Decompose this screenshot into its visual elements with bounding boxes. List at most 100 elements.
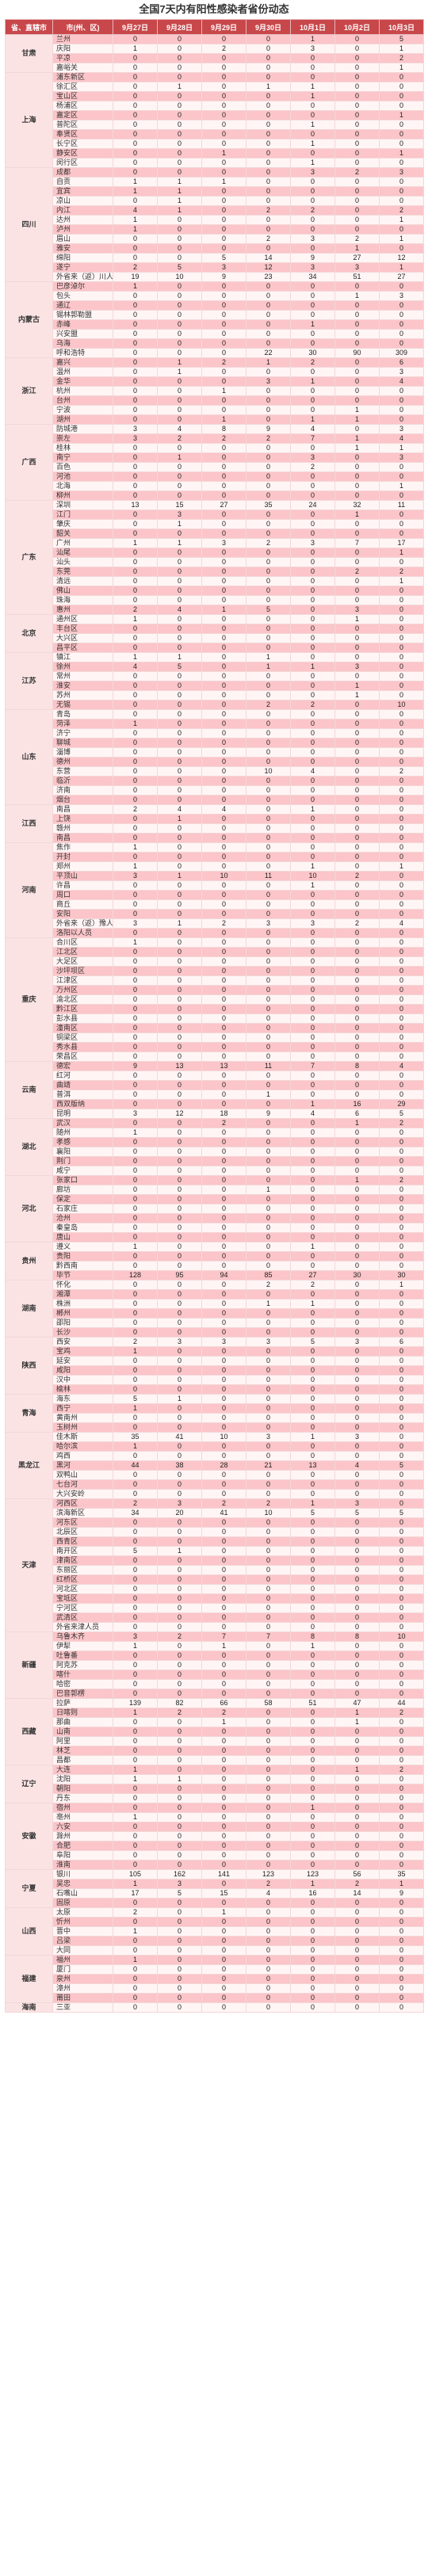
count-cell: 2 [157, 1631, 202, 1642]
count-cell: 0 [379, 1013, 424, 1024]
count-cell: 0 [157, 338, 202, 349]
count-cell: 0 [157, 614, 202, 624]
table-row: 湘潭 0 0 0 0 0 0 0 [6, 1289, 424, 1299]
count-cell: 0 [334, 63, 380, 73]
count-cell: 0 [201, 1584, 246, 1594]
count-cell: 0 [201, 1793, 246, 1803]
count-cell: 4 [379, 433, 424, 444]
city-cell: 淄博 [52, 747, 113, 758]
count-cell: 19 [113, 272, 158, 282]
count-cell: 0 [379, 956, 424, 967]
city-cell: 双鸭山 [52, 1470, 113, 1480]
count-cell: 0 [113, 1831, 158, 1841]
table-row: 泸州 1 0 0 0 0 0 0 [6, 224, 424, 235]
table-row: 安阳 0 0 0 0 0 0 0 [6, 909, 424, 919]
count-cell: 0 [379, 890, 424, 900]
count-cell: 0 [201, 1727, 246, 1737]
count-cell: 1 [157, 205, 202, 216]
table-row: 河北区 0 0 0 0 0 0 0 [6, 1584, 424, 1594]
city-cell: 西双版纳 [52, 1099, 113, 1109]
count-cell: 0 [201, 1555, 246, 1566]
city-cell: 济南 [52, 785, 113, 796]
count-cell: 0 [157, 766, 202, 777]
count-cell: 0 [290, 947, 335, 957]
count-cell: 1 [379, 63, 424, 73]
count-cell: 0 [379, 1479, 424, 1490]
count-cell: 0 [246, 91, 291, 101]
count-cell: 7 [334, 538, 380, 548]
count-cell: 0 [113, 291, 158, 301]
count-cell: 0 [246, 1346, 291, 1357]
count-cell: 0 [113, 139, 158, 149]
count-cell: 0 [246, 519, 291, 529]
count-cell: 35 [379, 1869, 424, 1880]
count-cell: 0 [290, 490, 335, 501]
city-cell: 武汉 [52, 1118, 113, 1128]
count-cell: 0 [113, 1090, 158, 1100]
count-cell: 10 [379, 700, 424, 710]
count-cell: 0 [290, 481, 335, 491]
province-cell: 新疆 [5, 1631, 53, 1699]
count-cell: 0 [379, 129, 424, 139]
count-cell: 0 [157, 414, 202, 425]
count-cell: 0 [201, 1128, 246, 1138]
count-cell: 0 [246, 842, 291, 853]
count-cell: 0 [290, 1993, 335, 2003]
count-cell: 0 [379, 1004, 424, 1014]
count-cell: 0 [334, 53, 380, 63]
count-cell: 0 [201, 1679, 246, 1689]
count-cell: 0 [246, 120, 291, 130]
count-cell: 4 [290, 766, 335, 777]
count-cell: 0 [201, 586, 246, 596]
count-cell: 0 [379, 1660, 424, 1670]
count-cell: 0 [290, 823, 335, 834]
count-cell: 23 [246, 272, 291, 282]
count-cell: 0 [290, 1147, 335, 1157]
count-cell: 0 [113, 595, 158, 605]
city-cell: 嘉兴 [52, 357, 113, 368]
count-cell: 0 [113, 300, 158, 311]
table-row: 辽宁 大连 1 0 0 0 0 1 2 [5, 1765, 424, 1803]
count-cell: 0 [334, 1736, 380, 1746]
count-cell: 0 [290, 1318, 335, 1328]
count-cell: 0 [334, 1441, 380, 1452]
count-cell: 15 [157, 500, 202, 510]
count-cell: 0 [334, 1670, 380, 1680]
count-cell: 1 [113, 842, 158, 853]
count-cell: 0 [201, 91, 246, 101]
count-cell: 0 [379, 1831, 424, 1841]
count-cell: 0 [379, 1156, 424, 1166]
count-cell: 0 [290, 1917, 335, 1927]
count-cell: 0 [113, 975, 158, 986]
count-cell: 0 [113, 956, 158, 967]
table-row: 大兴区 0 0 0 0 0 0 0 [6, 633, 424, 643]
city-cell: 临沂 [52, 776, 113, 786]
count-cell: 0 [379, 72, 424, 82]
count-cell: 0 [246, 101, 291, 111]
table-row: 咸阳 0 0 0 0 0 0 0 [6, 1365, 424, 1376]
count-cell: 3 [157, 1337, 202, 1347]
count-cell: 27 [334, 253, 380, 263]
count-cell: 4 [201, 804, 246, 815]
count-cell: 0 [201, 1346, 246, 1357]
count-cell: 0 [290, 548, 335, 558]
city-cell: 宝坻区 [52, 1593, 113, 1604]
city-cell: 兴安盟 [52, 329, 113, 339]
count-cell: 0 [379, 1993, 424, 2003]
count-cell: 0 [379, 300, 424, 311]
table-row: 济宁 0 0 0 0 0 0 0 [6, 728, 424, 738]
count-cell: 0 [290, 1755, 335, 1765]
count-cell: 0 [246, 671, 291, 681]
count-cell: 30 [290, 348, 335, 358]
count-cell: 0 [379, 928, 424, 938]
count-cell: 0 [201, 167, 246, 177]
city-cell: 朝阳 [52, 1784, 113, 1794]
count-cell: 10 [201, 1432, 246, 1442]
count-cell: 0 [334, 899, 380, 910]
table-row: 宁河区 0 0 0 0 0 0 0 [6, 1603, 424, 1613]
count-cell: 0 [334, 1042, 380, 1052]
count-cell: 0 [246, 709, 291, 719]
count-cell: 0 [379, 899, 424, 910]
table-row: 杨浦区 0 0 0 0 0 0 0 [6, 101, 424, 111]
table-row: 海南 三亚 0 0 0 0 0 0 0 [5, 2002, 424, 2013]
